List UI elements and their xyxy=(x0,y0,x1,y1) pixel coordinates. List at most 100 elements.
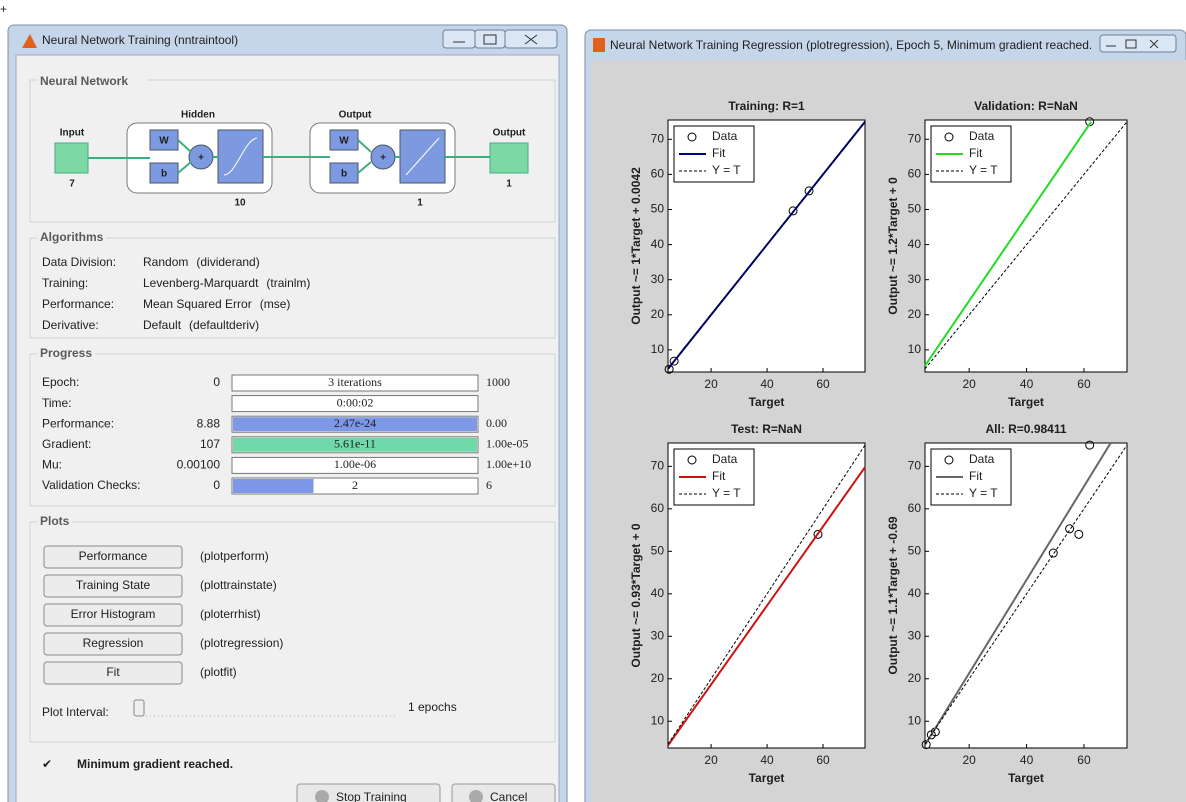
plot-button[interactable] xyxy=(43,632,183,656)
y-tick-label: 50 xyxy=(651,202,665,216)
y-tick-label: 40 xyxy=(651,586,665,600)
y-tick-label: 30 xyxy=(651,272,665,286)
progress-label: Gradient: xyxy=(42,437,91,451)
y-tick-label: 50 xyxy=(908,543,922,557)
y-tick-label: 60 xyxy=(651,167,665,181)
chart-title: Training: R=1 xyxy=(728,99,805,113)
progress-end: 1000 xyxy=(486,375,510,389)
x-axis-label: Target xyxy=(1008,395,1044,409)
algorithm-label: Training: xyxy=(42,276,88,290)
input-size: 7 xyxy=(69,179,75,190)
slider-thumb[interactable] xyxy=(133,699,145,717)
y-tick-label: 10 xyxy=(908,713,922,727)
fit-line xyxy=(924,121,1092,367)
cancel-icon xyxy=(469,790,483,802)
chart-title: Test: R=NaN xyxy=(731,422,802,436)
x-tick-label: 60 xyxy=(816,753,830,767)
maximize-button[interactable] xyxy=(474,29,506,49)
group-title-bg xyxy=(38,74,148,88)
algorithm-value: Mean Squared Error xyxy=(143,297,252,311)
y-tick-label: 20 xyxy=(908,307,922,321)
chart-title: Validation: R=NaN xyxy=(974,99,1078,113)
progress-value: 2 xyxy=(352,478,358,492)
y-tick-label: 70 xyxy=(908,459,922,473)
algorithm-value: Default xyxy=(143,318,182,332)
legend-marker xyxy=(687,455,697,465)
legend-label: Fit xyxy=(969,146,983,160)
plot-button[interactable] xyxy=(43,574,183,598)
legend-label: Y = T xyxy=(712,163,741,177)
y-tick-label: 30 xyxy=(651,628,665,642)
y-axis-label: Output ~= 0.93*Target + 0 xyxy=(629,523,643,667)
legend-label: Data xyxy=(712,452,738,466)
progress-label: Validation Checks: xyxy=(42,478,141,492)
window-title: Neural Network Training (nntraintool) xyxy=(42,33,238,47)
group-title-bg xyxy=(37,348,96,360)
progress-value: 2.47e-24 xyxy=(334,416,376,430)
progress-fill xyxy=(233,437,477,452)
window-controls xyxy=(453,34,538,45)
y-axis-label: Output ~= 1.1*Target + -0.69 xyxy=(886,516,900,674)
progress-start: 0.00100 xyxy=(177,458,221,472)
stop-icon xyxy=(315,790,329,802)
y-tick-label: 10 xyxy=(651,713,665,727)
group-title: Plots xyxy=(40,514,70,528)
sum-label: + xyxy=(198,153,204,164)
x-tick-label: 40 xyxy=(760,377,774,391)
y-tick-label: 60 xyxy=(908,501,922,515)
y-tick-label: 40 xyxy=(908,237,922,251)
plus-sign: + xyxy=(0,2,7,16)
group-title: Algorithms xyxy=(40,230,104,244)
plot-button-label: Regression xyxy=(83,636,144,650)
output-box xyxy=(489,142,529,174)
plot-function: (ploterrhist) xyxy=(200,607,261,621)
data-point xyxy=(1085,117,1095,127)
identity-line xyxy=(667,121,866,370)
data-point xyxy=(664,364,674,374)
x-tick-label: 20 xyxy=(704,753,718,767)
plot-function: (plotfit) xyxy=(200,665,237,679)
progress-end: 0.00 xyxy=(486,416,507,430)
plot-button[interactable] xyxy=(43,545,183,569)
minimize-button[interactable] xyxy=(442,29,476,49)
x-tick-label: 40 xyxy=(760,753,774,767)
data-point xyxy=(1085,440,1095,450)
plot-button-label: Error Histogram xyxy=(71,607,156,621)
fit-line xyxy=(667,466,866,747)
progress-bar xyxy=(231,456,479,474)
legend-label: Fit xyxy=(969,469,983,483)
x-tick-label: 60 xyxy=(816,377,830,391)
algorithm-function: (mse) xyxy=(260,297,291,311)
data-point xyxy=(1065,524,1075,534)
plot-button[interactable] xyxy=(43,661,183,685)
data-point xyxy=(921,740,931,750)
progress-label: Mu: xyxy=(42,458,62,472)
input-label: Input xyxy=(60,128,85,139)
y-tick-label: 70 xyxy=(908,131,922,145)
window-control-icons xyxy=(1106,39,1159,49)
fit-line xyxy=(924,442,1112,746)
network-diagram: Input 7 Hidden W b + 10 Output W b + 1 O… xyxy=(54,110,529,209)
y-tick-label: 50 xyxy=(908,202,922,216)
progress-start: 0 xyxy=(213,375,220,389)
y-tick-label: 60 xyxy=(908,167,922,181)
plot-button[interactable] xyxy=(43,603,183,627)
x-axis-label: Target xyxy=(1008,771,1044,785)
x-tick-label: 40 xyxy=(1020,377,1034,391)
legend-marker xyxy=(944,455,954,465)
algorithm-label: Data Division: xyxy=(42,255,116,269)
stop-button[interactable] xyxy=(296,783,441,802)
matlab-icon xyxy=(22,34,37,48)
data-point xyxy=(804,186,814,196)
x-tick-label: 20 xyxy=(963,377,977,391)
window-controls[interactable] xyxy=(1099,34,1177,53)
progress-start: 8.88 xyxy=(197,416,221,430)
group-box xyxy=(29,237,556,339)
legend-label: Data xyxy=(969,452,995,466)
legend-label: Y = T xyxy=(969,486,998,500)
hidden-size: 10 xyxy=(234,198,246,209)
output-layer-label: Output xyxy=(339,110,372,121)
progress-value: 1.00e-06 xyxy=(334,457,376,471)
